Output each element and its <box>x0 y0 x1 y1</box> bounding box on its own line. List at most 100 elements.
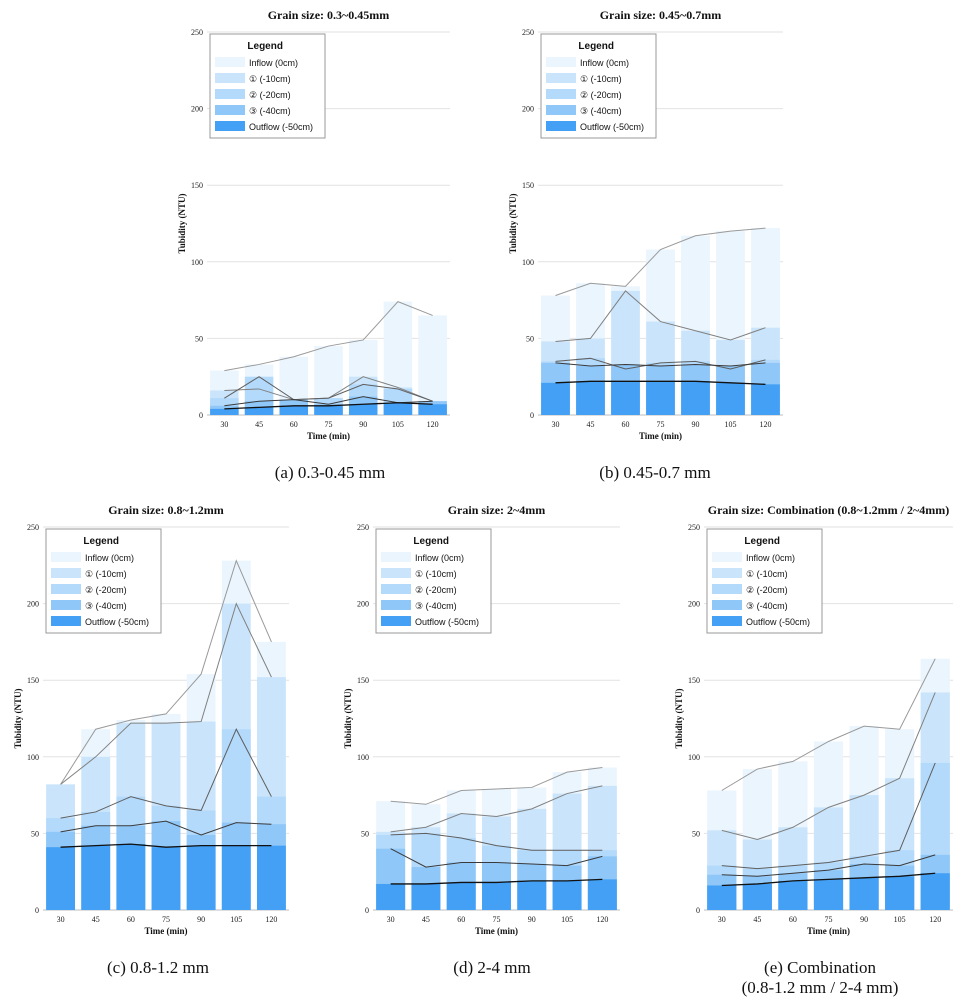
x-tick-label: 120 <box>929 915 941 924</box>
legend-label-5: Outflow (-50cm) <box>85 617 149 627</box>
legend-label-4: ③ (-40cm) <box>249 106 291 116</box>
x-tick-label: 60 <box>457 915 465 924</box>
bar-5-60 <box>116 844 146 910</box>
y-axis-label: Tubidity (NTU) <box>508 194 518 254</box>
y-tick-label: 0 <box>365 906 369 915</box>
x-axis-label: Time (min) <box>307 431 350 441</box>
legend-swatch-5 <box>712 616 742 626</box>
legend-label-4: ③ (-40cm) <box>85 601 127 611</box>
y-axis-label: Tubidity (NTU) <box>13 689 23 749</box>
legend-swatch-4 <box>215 105 245 115</box>
bar-5-105 <box>552 880 582 910</box>
legend-label-3: ② (-20cm) <box>85 585 127 595</box>
x-tick-label: 45 <box>92 915 100 924</box>
series-line-4 <box>555 362 766 367</box>
chart-panel-e: Grain size: Combination (0.8~1.2mm / 2~4… <box>674 503 953 997</box>
legend-title: Legend <box>578 41 614 52</box>
x-tick-label: 90 <box>197 915 205 924</box>
legend-label-4: ③ (-40cm) <box>746 601 788 611</box>
panel-caption: (a) 0.3-0.45 mm <box>275 463 385 482</box>
legend-swatch-3 <box>215 89 245 99</box>
legend-label-1: Inflow (0cm) <box>580 58 629 68</box>
series-line-5 <box>60 843 272 848</box>
series-line-4 <box>721 854 936 877</box>
chart-panel-c: Grain size: 0.8~1.2mm 0 50 100 150 200 250 30 45… <box>13 503 289 977</box>
y-tick-label: 100 <box>688 753 700 762</box>
y-tick-label: 50 <box>526 334 534 343</box>
chart-panel-b: Grain size: 0.45~0.7mm 0 50 100 150 200 250 30 4… <box>508 8 783 482</box>
legend-label-2: ① (-10cm) <box>415 569 457 579</box>
x-tick-label: 105 <box>230 915 242 924</box>
x-tick-label: 75 <box>493 915 501 924</box>
series-line-4 <box>60 820 272 836</box>
legend-label-4: ③ (-40cm) <box>580 106 622 116</box>
bar-5-120 <box>418 404 447 415</box>
y-tick-label: 150 <box>191 181 203 190</box>
x-tick-label: 120 <box>596 915 608 924</box>
bar-5-120 <box>751 384 780 415</box>
series-line-1 <box>60 559 272 785</box>
bar-5-105 <box>885 876 915 910</box>
y-tick-label: 150 <box>688 676 700 685</box>
legend-swatch-2 <box>215 73 245 83</box>
y-tick-label: 200 <box>191 105 203 114</box>
legend-swatch-2 <box>712 568 742 578</box>
y-tick-label: 200 <box>357 600 369 609</box>
series-line-3 <box>555 357 766 370</box>
x-tick-label: 45 <box>753 915 761 924</box>
chart-panel-a: Grain size: 0.3~0.45mm 0 50 100 150 200 250 30 4… <box>177 8 450 482</box>
y-tick-label: 50 <box>31 829 39 838</box>
y-tick-label: 100 <box>357 753 369 762</box>
x-tick-label: 105 <box>392 420 404 429</box>
legend-label-3: ② (-20cm) <box>249 90 291 100</box>
series-line-2 <box>555 290 766 342</box>
series-line-1 <box>721 658 936 791</box>
panel-caption: (c) 0.8-1.2 mm <box>107 958 209 977</box>
bar-5-90 <box>517 880 547 910</box>
legend: Legend Inflow (0cm) ① (-10cm) ② (-20cm) ③ (-… <box>45 528 162 634</box>
panel-caption: (0.8-1.2 mm / 2-4 mm) <box>742 978 899 997</box>
y-tick-label: 150 <box>357 676 369 685</box>
x-tick-label: 60 <box>127 915 135 924</box>
bar-5-75 <box>646 381 675 415</box>
bar-1-120 <box>418 315 447 415</box>
legend-box <box>706 528 823 634</box>
chart-title: Grain size: 0.3~0.45mm <box>268 8 390 22</box>
legend-swatch-5 <box>546 121 576 131</box>
bar-5-90 <box>681 381 710 415</box>
y-tick-label: 50 <box>195 334 203 343</box>
x-axis-label: Time (min) <box>144 926 187 936</box>
legend-swatch-2 <box>381 568 411 578</box>
series-line-3 <box>390 832 603 851</box>
x-tick-label: 120 <box>265 915 277 924</box>
x-tick-label: 45 <box>587 420 595 429</box>
bar-5-30 <box>541 382 570 415</box>
legend-label-3: ② (-20cm) <box>580 90 622 100</box>
x-tick-label: 30 <box>718 915 726 924</box>
x-tick-label: 90 <box>860 915 868 924</box>
x-tick-label: 60 <box>290 420 298 429</box>
legend-swatch-5 <box>215 121 245 131</box>
legend-title: Legend <box>247 41 283 52</box>
series-line-2 <box>60 602 272 785</box>
legend-label-5: Outflow (-50cm) <box>415 617 479 627</box>
y-tick-label: 100 <box>522 258 534 267</box>
legend-swatch-4 <box>51 600 81 610</box>
legend-swatch-3 <box>381 584 411 594</box>
legend: Legend Inflow (0cm) ① (-10cm) ② (-20cm) ③ (-… <box>375 528 492 634</box>
series-line-3 <box>721 762 936 870</box>
y-axis-label: Tubidity (NTU) <box>674 689 684 749</box>
y-tick-label: 150 <box>522 181 534 190</box>
series-line-5 <box>721 872 936 887</box>
bar-5-45 <box>411 883 441 910</box>
x-tick-label: 90 <box>359 420 367 429</box>
legend-swatch-1 <box>381 552 411 562</box>
series-line-5 <box>224 402 433 410</box>
legend-swatch-2 <box>546 73 576 83</box>
x-tick-label: 45 <box>255 420 263 429</box>
legend-swatch-5 <box>381 616 411 626</box>
legend-label-1: Inflow (0cm) <box>85 553 134 563</box>
y-tick-label: 100 <box>27 753 39 762</box>
bar-5-120 <box>920 873 950 910</box>
